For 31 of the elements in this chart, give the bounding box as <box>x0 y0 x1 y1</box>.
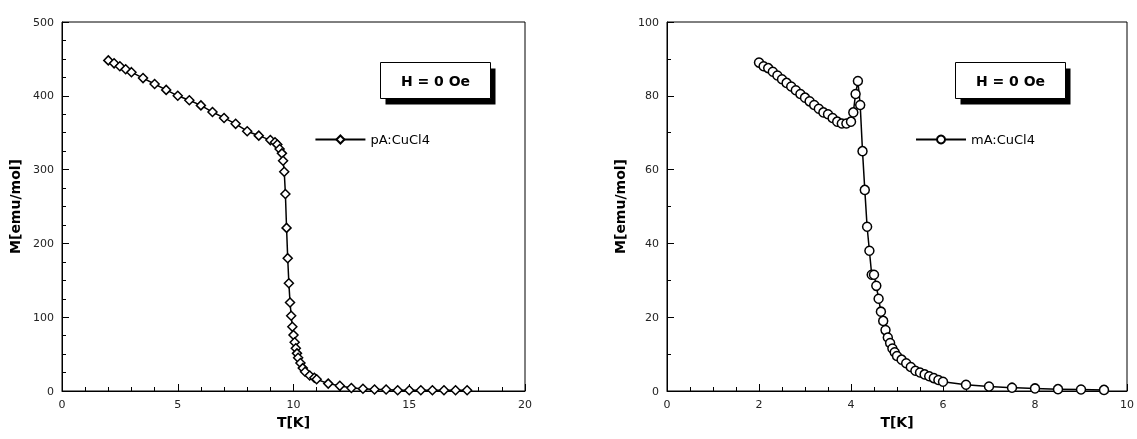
x-tick-label: 4 <box>847 398 855 411</box>
y-tick-label: 400 <box>33 89 54 103</box>
y-tick-label: 20 <box>645 310 659 324</box>
x-tick-label: 5 <box>174 398 182 411</box>
legend-label: mA:CuCl4 <box>971 132 1035 147</box>
x-tick-label: 10 <box>286 398 301 411</box>
x-axis-title: T[K] <box>880 413 914 430</box>
x-tick-label: 20 <box>518 398 532 411</box>
y-tick-label: 40 <box>645 236 659 250</box>
y-tick-label: 0 <box>652 384 659 398</box>
x-tick-label: 6 <box>939 398 947 411</box>
annotation: H = 0 Oe <box>975 72 1046 89</box>
y-tick-label: 200 <box>33 236 54 250</box>
y-axis-title: M[emu/mol] <box>7 159 24 254</box>
y-tick-label: 100 <box>33 310 54 324</box>
x-tick-label: 10 <box>1120 398 1134 411</box>
y-tick-label: 60 <box>645 163 659 177</box>
x-tick-label: 2 <box>755 398 763 411</box>
y-tick-label: 80 <box>645 89 659 103</box>
x-tick-label: 0 <box>663 398 671 411</box>
legend-label: pA:CuCl4 <box>370 132 431 147</box>
y-tick-label: 100 <box>638 15 659 29</box>
y-tick-label: 300 <box>33 163 54 177</box>
x-tick-label: 15 <box>402 398 417 411</box>
annotation: H = 0 Oe <box>400 72 471 89</box>
x-tick-label: 0 <box>58 398 66 411</box>
x-tick-label: 8 <box>1031 398 1039 411</box>
x-axis-title: T[K] <box>276 413 311 430</box>
y-tick-label: 500 <box>33 15 54 29</box>
y-axis-title: M[emu/mol] <box>612 159 629 254</box>
y-tick-label: 0 <box>47 384 54 398</box>
